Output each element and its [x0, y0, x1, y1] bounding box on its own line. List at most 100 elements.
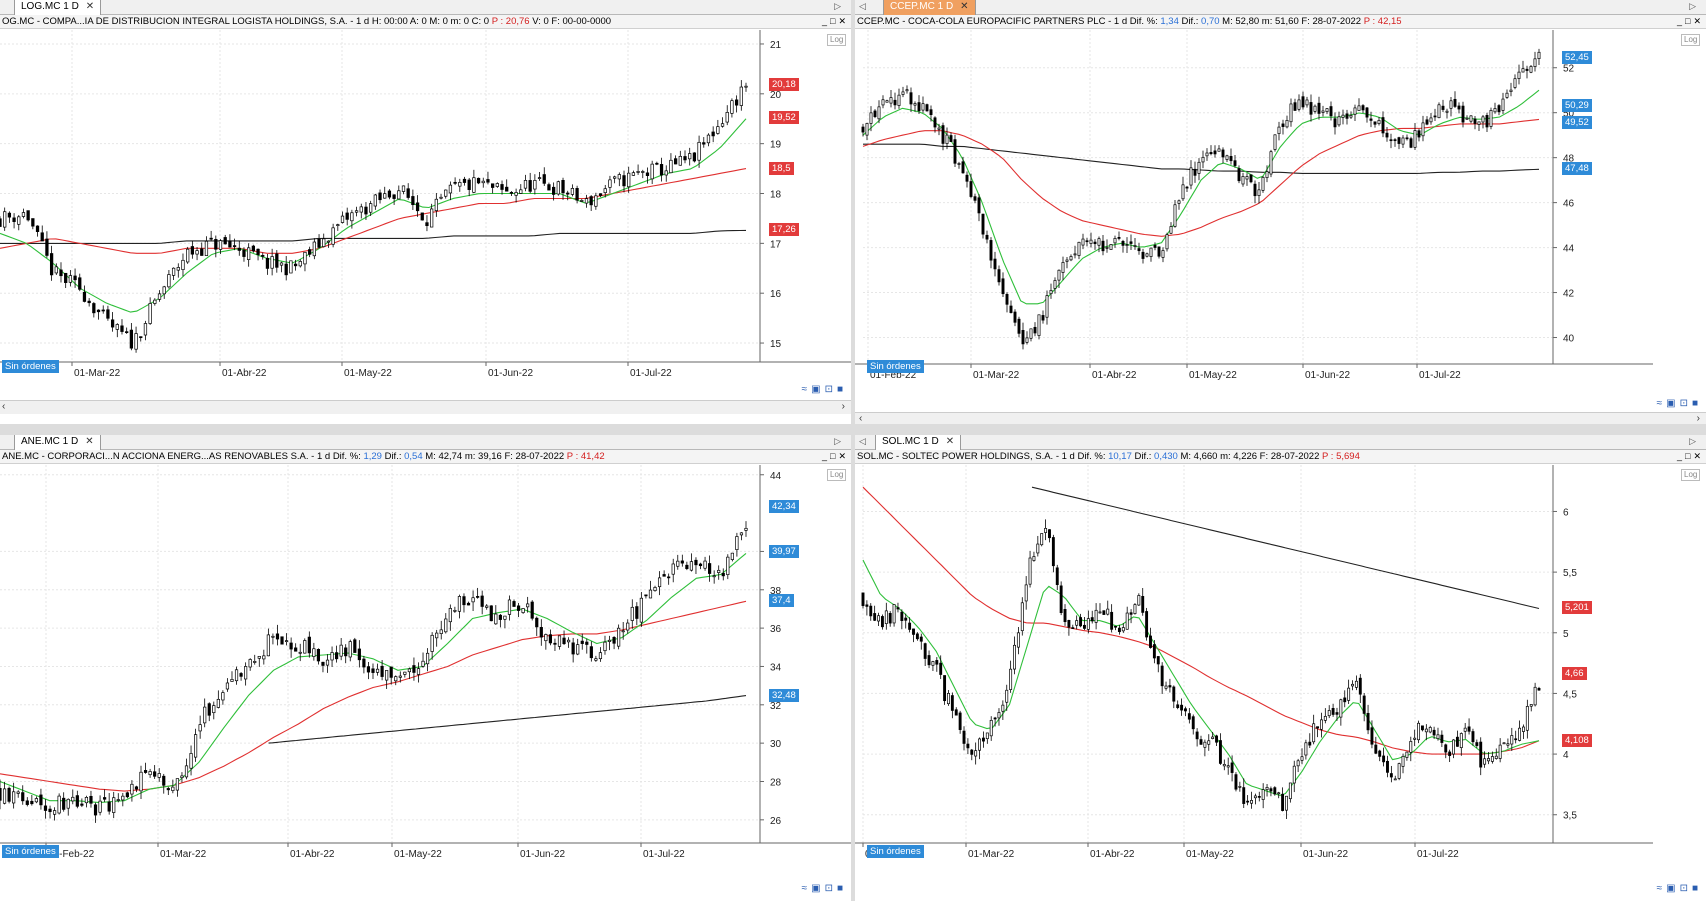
candle-body — [467, 179, 471, 190]
candle-body — [970, 749, 974, 755]
candle-body — [603, 641, 607, 652]
layout-icon: ■ — [836, 384, 847, 395]
candle-body — [284, 263, 288, 276]
tab-scroll-left-icon[interactable]: ◁ — [859, 436, 866, 446]
candle-body — [1165, 234, 1169, 250]
candle-body — [703, 560, 707, 569]
candle-body — [485, 605, 489, 608]
tab-log[interactable]: LOG.MC 1 D ✕ — [14, 0, 102, 15]
y-tick-label: 40 — [1563, 334, 1575, 345]
candle-body — [730, 100, 734, 114]
price-level-badge: 19,52 — [769, 110, 799, 124]
chart-tools[interactable]: ≈▣⊡■ — [1657, 398, 1702, 409]
candle-body — [331, 227, 335, 245]
candle-body — [48, 808, 52, 813]
info-segment: CCEP.MC - COCA-COLA EUROPACIFIC PARTNERS… — [857, 16, 1161, 27]
chart-pane-ane[interactable]: ANE.MC 1 D ✕ ▷ ANE.MC - CORPORACI...N ACC… — [0, 435, 851, 901]
candle-body — [945, 134, 949, 144]
candle-body — [1323, 715, 1327, 721]
candle-body — [3, 211, 7, 228]
window-buttons[interactable]: _□✕ — [819, 450, 849, 463]
candle-body — [892, 604, 896, 624]
price-chart[interactable]: 21 20 19 18 17 16 15 01-Mar-22 01-Abr-22 01-May-2… — [0, 30, 851, 415]
scroll-left-icon: ‹ — [859, 413, 863, 424]
price-chart[interactable]: 65,554,543,501-Feb-2201-Mar-2201-Abr-220… — [855, 465, 1706, 901]
tab-scroll-right-icon[interactable]: ▷ — [834, 1, 841, 11]
candle-body — [462, 178, 467, 183]
horizontal-scrollbar[interactable]: ‹ › — [0, 400, 851, 414]
chart-tools[interactable]: ≈▣⊡■ — [802, 384, 847, 395]
price-chart[interactable]: 44403836343230282601-Feb-2201-Mar-2201-A… — [0, 465, 851, 901]
candle-body — [1281, 123, 1285, 127]
chart-tools[interactable]: ≈▣⊡■ — [802, 883, 847, 894]
candle-body — [639, 597, 643, 623]
tab-scroll-right-icon[interactable]: ▷ — [834, 436, 841, 446]
candle-body — [353, 639, 357, 653]
window-buttons[interactable]: _□✕ — [1674, 450, 1704, 463]
quote-info-bar: ANE.MC - CORPORACI...N ACCIONA ENERG...A… — [0, 450, 851, 464]
close-icon[interactable]: ✕ — [945, 436, 955, 447]
tab-sol[interactable]: SOL.MC 1 D ✕ — [875, 435, 962, 450]
candle-body — [1184, 708, 1187, 712]
log-scale-toggle[interactable]: Log — [1681, 469, 1701, 481]
log-scale-toggle[interactable]: Log — [827, 469, 847, 481]
candle-body — [1518, 727, 1522, 741]
candle-body — [153, 771, 157, 777]
candle-body — [1432, 729, 1436, 736]
log-scale-toggle[interactable]: Log — [827, 34, 847, 46]
candle-body — [1397, 763, 1401, 779]
window-buttons[interactable]: _□✕ — [819, 15, 849, 28]
candle-body — [228, 240, 232, 248]
chart-pane-ccep[interactable]: ◁ CCEP.MC 1 D ✕ ▷ CCEP.MC - COCA-COLA EUR… — [855, 0, 1706, 424]
candle-body — [1304, 742, 1308, 756]
candle-body — [880, 616, 884, 628]
candle-body — [1201, 156, 1205, 163]
tab-ccep[interactable]: CCEP.MC 1 D ✕ — [883, 0, 976, 15]
y-tick-label: 3,5 — [1563, 811, 1577, 822]
candle-body — [1351, 683, 1354, 687]
candle-body — [648, 589, 653, 599]
info-segment: 1,29 — [363, 451, 382, 462]
candle-body — [1071, 627, 1075, 629]
price-chart[interactable]: 52 50 48 46 44 42 40 01-Feb-22 01-Mar-22 01-Abr-2… — [855, 30, 1706, 415]
close-icon[interactable]: ✕ — [85, 436, 94, 447]
tab-scroll-left-icon[interactable]: ◁ — [859, 1, 866, 11]
tab-scroll-right-icon[interactable]: ▷ — [1689, 1, 1696, 11]
x-tick-label: 01-Feb-22 — [48, 849, 95, 860]
candle-body — [509, 191, 514, 194]
candle-body — [1063, 609, 1067, 623]
candle-body — [1036, 543, 1040, 554]
candle-body — [186, 248, 190, 263]
candle-body — [689, 561, 694, 571]
horizontal-scrollbar[interactable]: ‹ › — [855, 412, 1706, 424]
candle-body — [1397, 137, 1401, 144]
candle-body — [1125, 612, 1129, 630]
candle-body — [89, 795, 93, 804]
close-icon[interactable]: ✕ — [85, 1, 95, 12]
chart-pane-log[interactable]: LOG.MC 1 D ✕ ▷ OG.MC - COMPA...IA DE DIST… — [0, 0, 851, 424]
candle-body — [739, 532, 744, 536]
candle-body — [1366, 712, 1370, 731]
tab-scroll-right-icon[interactable]: ▷ — [1689, 436, 1696, 446]
candle-body — [612, 176, 617, 179]
close-icon[interactable]: ✕ — [960, 1, 969, 12]
ma-mid-line — [0, 168, 747, 254]
candle-body — [1498, 744, 1502, 759]
candle-body — [608, 179, 612, 188]
candle-body — [1293, 102, 1297, 111]
candle-body — [935, 660, 939, 665]
log-scale-toggle[interactable]: Log — [1681, 34, 1701, 46]
candle-body — [415, 202, 420, 212]
candle-body — [1218, 740, 1222, 764]
chart-tools[interactable]: ≈▣⊡■ — [1657, 883, 1702, 894]
chart-pane-sol[interactable]: ◁ SOL.MC 1 D ✕ ▷ SOL.MC - SOLTEC POWER HO… — [855, 435, 1706, 901]
candle-body — [547, 184, 551, 191]
candle-body — [110, 319, 115, 328]
candle-body — [897, 94, 901, 106]
candle-body — [244, 666, 248, 680]
tab-ane[interactable]: ANE.MC 1 D ✕ — [14, 435, 101, 450]
window-buttons[interactable]: _□✕ — [1674, 15, 1704, 28]
candle-body — [1005, 293, 1009, 305]
y-tick-label: 21 — [770, 40, 782, 51]
candle-body — [1331, 708, 1335, 715]
